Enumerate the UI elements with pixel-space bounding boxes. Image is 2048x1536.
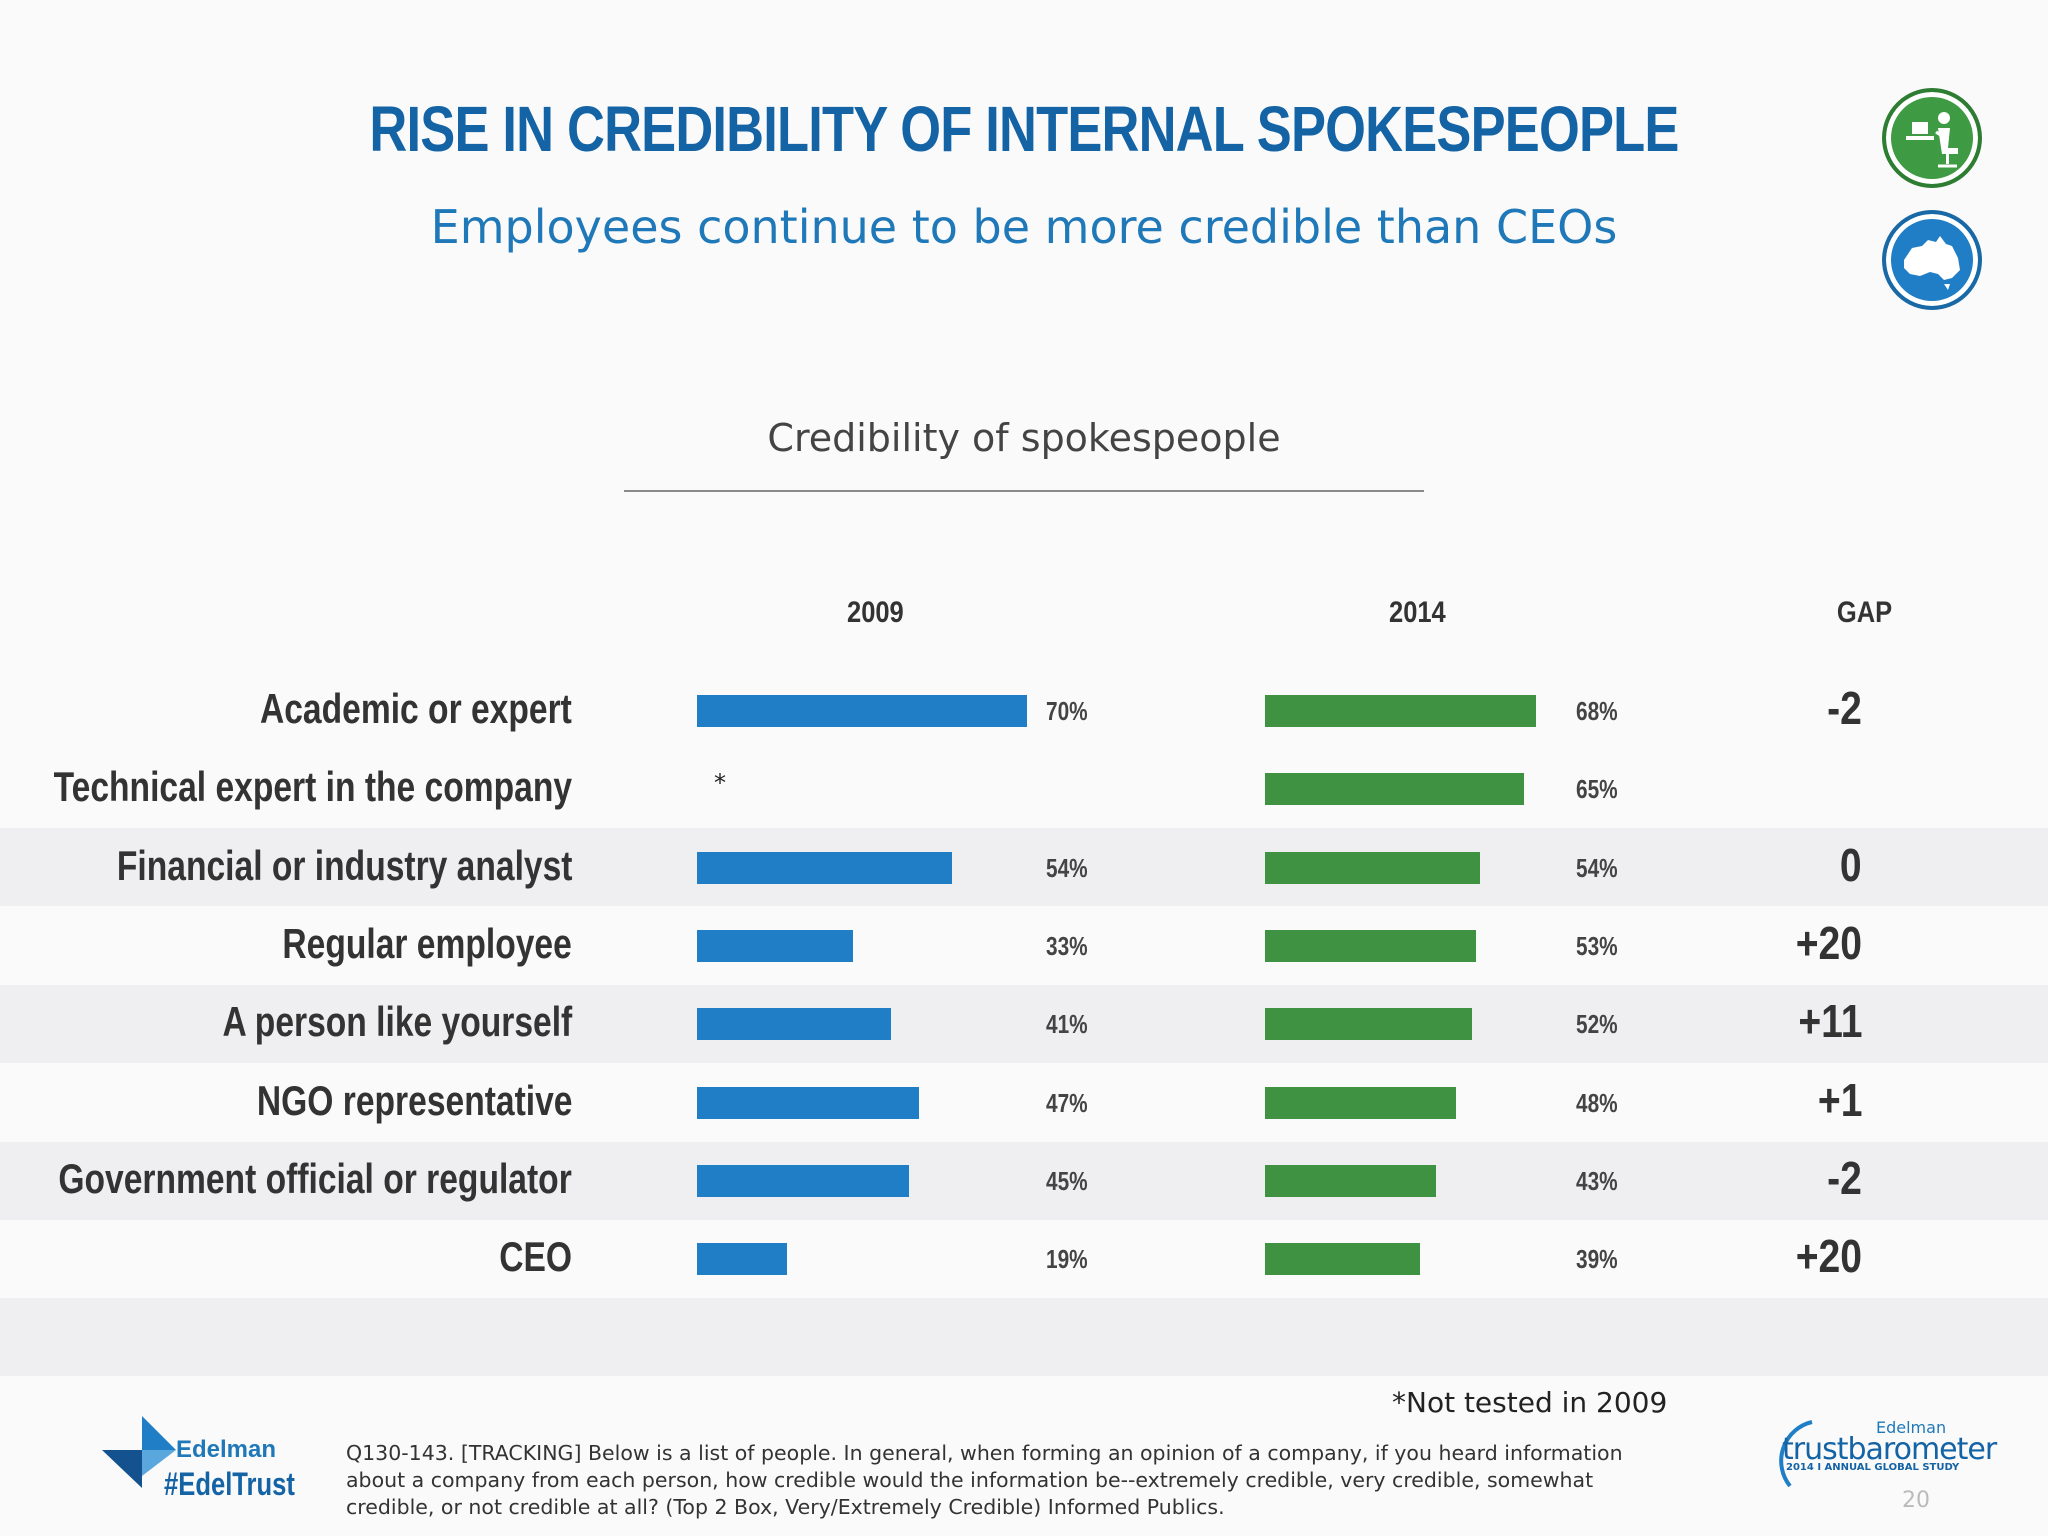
- chart-title-rule: [624, 490, 1424, 492]
- row-band: [0, 1141, 2048, 1220]
- person-at-desk-icon: [1882, 88, 1982, 188]
- gap-value: +1: [1817, 1073, 1862, 1126]
- bar-2009: [697, 695, 1028, 727]
- question-footnote: Q130-143. [TRACKING] Below is a list of …: [346, 1441, 1623, 1519]
- bar-2014: [1265, 1243, 1421, 1276]
- value-label-2014: 53%: [1576, 930, 1618, 961]
- value-label-2014: 43%: [1576, 1165, 1618, 1196]
- value-label-2009: 19%: [1046, 1244, 1088, 1275]
- edelman-logo-icon: [102, 1416, 176, 1488]
- bar-2014: [1265, 1086, 1457, 1119]
- page-subtitle: Employees continue to be more credible t…: [430, 200, 1618, 254]
- gap-value: 0: [1840, 838, 1862, 891]
- not-tested-note: *Not tested in 2009: [1392, 1386, 1668, 1419]
- bar-2014: [1265, 1008, 1472, 1041]
- value-label-2014: 52%: [1576, 1009, 1618, 1040]
- category-label: Regular employee: [282, 919, 572, 967]
- bar-2014: [1265, 851, 1480, 884]
- row-band: [0, 828, 2048, 907]
- category-label: CEO: [499, 1233, 572, 1281]
- gap-value: -2: [1827, 682, 1862, 734]
- bar-2009: [697, 851, 952, 884]
- column-header-gap: GAP: [1836, 596, 1893, 629]
- not-tested-marker: *: [714, 769, 726, 798]
- bar-2009: [697, 1086, 919, 1119]
- trustbarometer-study: 2014 I ANNUAL GLOBAL STUDY: [1786, 1462, 1960, 1473]
- value-label-2009: 33%: [1046, 930, 1088, 961]
- value-label-2009: 70%: [1046, 696, 1088, 726]
- value-label-2009: 45%: [1046, 1165, 1088, 1196]
- category-label: Academic or expert: [260, 685, 572, 732]
- trustbarometer-name: trustbarometer: [1782, 1432, 1997, 1467]
- value-label-2014: 68%: [1576, 696, 1618, 726]
- edeltrust-hashtag: #EdelTrust: [164, 1466, 295, 1502]
- bar-2009: [697, 929, 853, 962]
- bar-2014: [1265, 773, 1524, 806]
- value-label-2014: 54%: [1576, 852, 1618, 883]
- trustbarometer-brand: Edelman: [1876, 1418, 1947, 1437]
- australia-map-icon: [1882, 210, 1982, 310]
- value-label-2009: 54%: [1046, 852, 1088, 883]
- value-label-2009: 41%: [1046, 1009, 1088, 1040]
- category-label: Financial or industry analyst: [116, 841, 572, 889]
- column-header-2014: 2014: [1389, 596, 1446, 629]
- category-label: Technical expert in the company: [53, 763, 572, 811]
- bar-2009: [697, 1243, 787, 1276]
- column-header-2009: 2009: [847, 596, 904, 629]
- gap-value: +20: [1795, 1230, 1862, 1283]
- value-label-2014: 39%: [1576, 1244, 1618, 1275]
- category-label: A person like yourself: [222, 998, 572, 1046]
- chart-title: Credibility of spokespeople: [767, 416, 1281, 460]
- page-title: RISE IN CREDIBILITY OF INTERNAL SPOKESPE…: [369, 93, 1679, 165]
- gap-value: +20: [1795, 916, 1862, 969]
- value-label-2014: 65%: [1576, 774, 1618, 805]
- bar-2014: [1265, 929, 1476, 962]
- category-label: NGO representative: [256, 1076, 572, 1124]
- value-label-2014: 48%: [1576, 1087, 1618, 1118]
- bar-2009: [697, 1008, 891, 1041]
- value-label-2009: 47%: [1046, 1087, 1088, 1118]
- bar-2014: [1265, 1164, 1437, 1197]
- row-band: [0, 1298, 2048, 1377]
- row-band: [0, 984, 2048, 1063]
- bar-2014: [1265, 695, 1536, 727]
- category-label: Government official or regulator: [58, 1154, 572, 1202]
- edelman-brand-name: Edelman: [176, 1436, 277, 1463]
- bar-2009: [697, 1164, 910, 1197]
- page-number: 20: [1902, 1488, 1930, 1513]
- gap-value: -2: [1827, 1151, 1862, 1204]
- trustbarometer-logo-icon: [1779, 1420, 1813, 1488]
- gap-value: +11: [1797, 995, 1862, 1048]
